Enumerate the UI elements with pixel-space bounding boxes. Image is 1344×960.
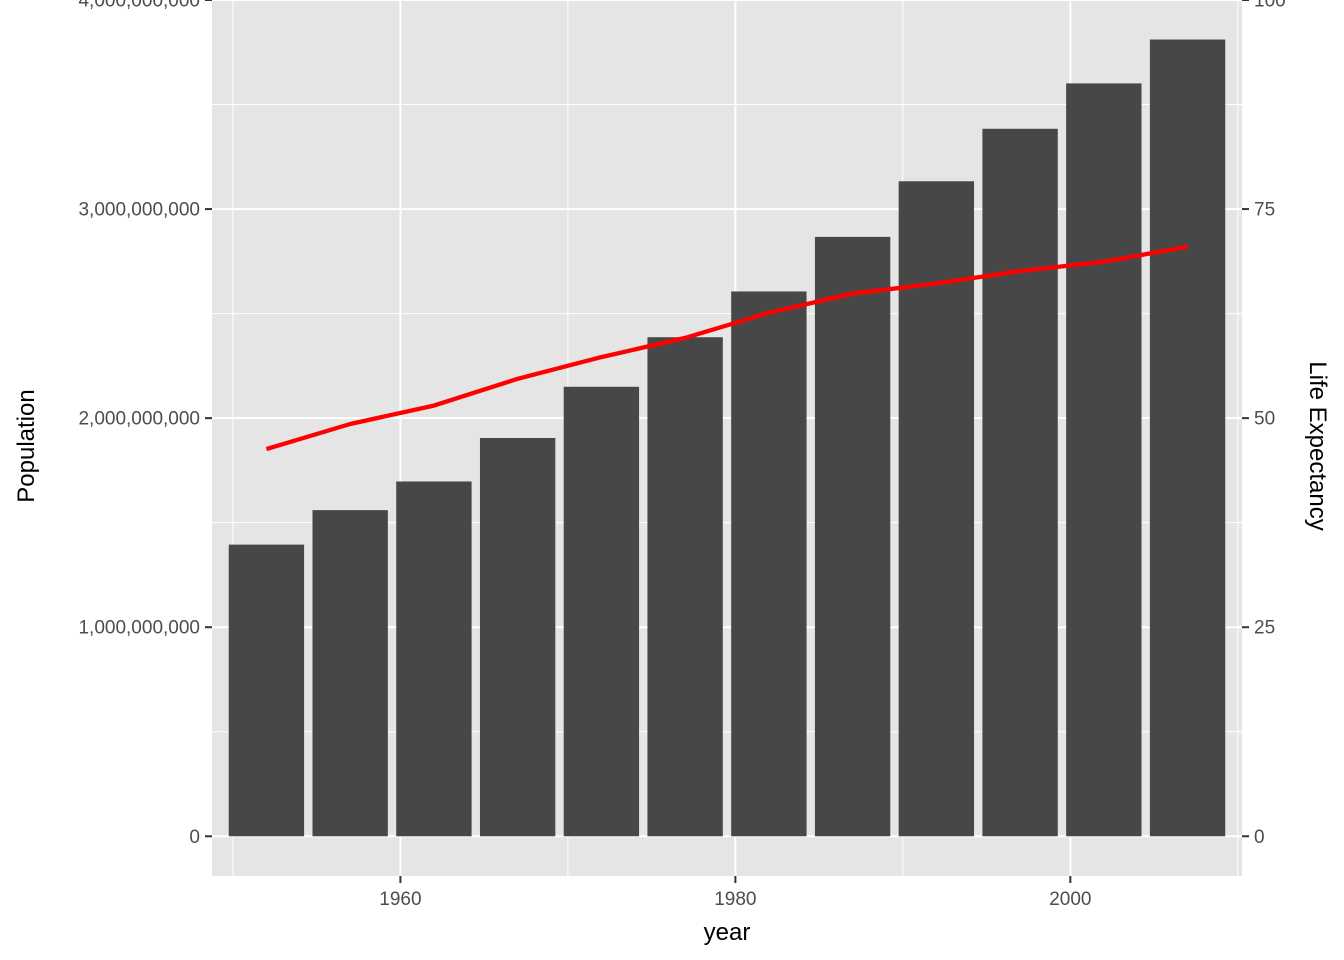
population-bars bbox=[228, 39, 1226, 837]
x-axis-title: year bbox=[704, 919, 751, 946]
y-tick-label: 0 bbox=[189, 827, 200, 848]
bar-1957 bbox=[312, 510, 388, 837]
y2-tick-label: 25 bbox=[1254, 618, 1275, 639]
y2-tick-label: 100 bbox=[1254, 0, 1286, 12]
y2-tick-label: 75 bbox=[1254, 200, 1275, 221]
bar-1952 bbox=[228, 544, 305, 837]
y-axis-title: Population bbox=[13, 389, 40, 502]
y-tick-label: 3,000,000,000 bbox=[78, 200, 200, 221]
life-expectancy-series-line bbox=[265, 244, 1188, 452]
bar-2007 bbox=[1149, 39, 1226, 837]
y2-tick-label: 50 bbox=[1254, 409, 1275, 430]
y-tick-label: 4,000,000,000 bbox=[78, 0, 200, 12]
bar-1962 bbox=[396, 481, 472, 837]
bar-1997 bbox=[982, 128, 1058, 837]
x-axis: 1960 1980 2000 bbox=[379, 876, 1091, 910]
bar-1977 bbox=[647, 337, 723, 837]
life-expectancy-line bbox=[265, 244, 1188, 452]
y-axis-right: 0 25 50 75 100 bbox=[1242, 0, 1286, 848]
y2-tick-label: 0 bbox=[1254, 827, 1265, 848]
y-axis-left: 0 1,000,000,000 2,000,000,000 3,000,000,000… bbox=[78, 0, 212, 848]
bar-1972 bbox=[563, 386, 640, 837]
y-tick-label: 1,000,000,000 bbox=[78, 618, 200, 639]
x-tick-label: 1960 bbox=[379, 889, 421, 910]
x-tick-label: 2000 bbox=[1049, 889, 1091, 910]
bar-1967 bbox=[479, 438, 556, 837]
bar-1982 bbox=[731, 291, 807, 837]
y2-axis-title: Life Expectancy bbox=[1304, 361, 1331, 530]
y-tick-label: 2,000,000,000 bbox=[78, 409, 200, 430]
bar-1992 bbox=[898, 181, 975, 837]
x-tick-label: 1980 bbox=[714, 889, 756, 910]
bar-1987 bbox=[814, 236, 891, 837]
bar-2002 bbox=[1066, 83, 1142, 837]
